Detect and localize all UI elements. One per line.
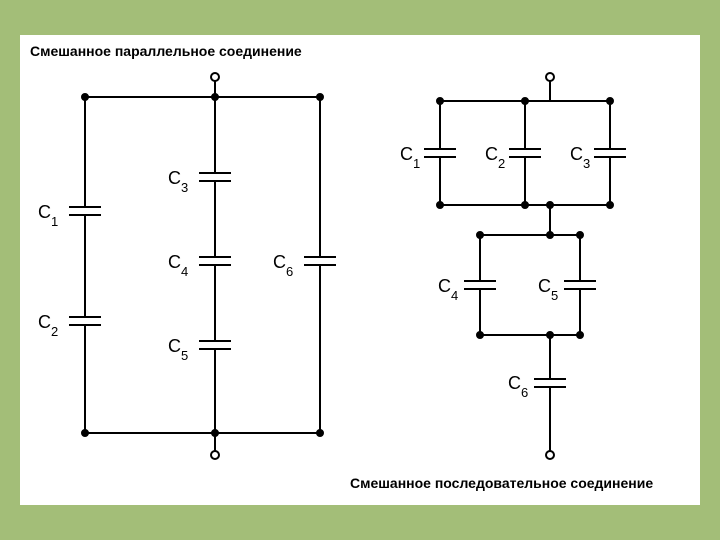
svg-text:C6: C6: [273, 252, 293, 279]
svg-text:C3: C3: [570, 144, 590, 171]
svg-text:C3: C3: [168, 168, 188, 195]
svg-text:C1: C1: [38, 202, 58, 229]
svg-text:C4: C4: [168, 252, 188, 279]
svg-text:C5: C5: [538, 276, 558, 303]
svg-text:C1: C1: [400, 144, 420, 171]
diagram-canvas: Смешанное параллельное соединение Смешан…: [20, 35, 700, 505]
svg-text:C6: C6: [508, 373, 528, 400]
circuit-svg: C1 C2 C3 C4 C5 C6 C1 C2 C3 C4 C5 C6: [20, 35, 700, 505]
svg-text:C2: C2: [38, 312, 58, 339]
svg-text:C5: C5: [168, 336, 188, 363]
svg-text:C2: C2: [485, 144, 505, 171]
svg-text:C4: C4: [438, 276, 458, 303]
